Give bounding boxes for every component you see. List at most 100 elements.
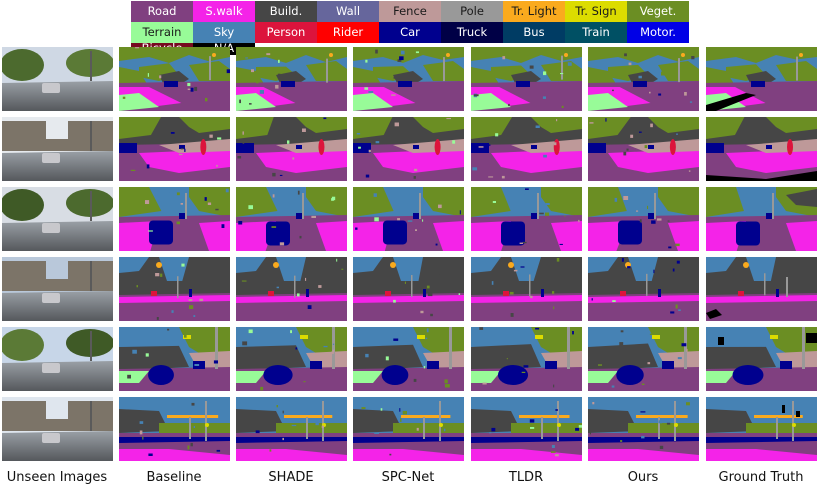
segmentation-mask: [353, 327, 464, 391]
segmentation-mask: [353, 257, 464, 321]
street-photo: [2, 327, 113, 391]
unseen-image: [2, 187, 113, 251]
segmentation-mask: [471, 187, 582, 251]
segmentation-mask: [236, 117, 347, 181]
segmentation-map: [706, 257, 817, 321]
segmentation-mask: [471, 257, 582, 321]
legend-chip-tr-light: Tr. Light: [503, 1, 565, 22]
unseen-image: [2, 47, 113, 111]
legend-chip-bus: Bus: [503, 22, 565, 43]
segmentation-mask: [471, 397, 582, 461]
segmentation-map: [119, 117, 230, 181]
segmentation-map: [706, 47, 817, 111]
comparison-row: [0, 397, 822, 461]
unseen-image: [2, 117, 113, 181]
segmentation-map: [119, 47, 230, 111]
segmentation-map: [588, 117, 699, 181]
segmentation-map: [236, 257, 347, 321]
column-label: Unseen Images: [6, 470, 108, 485]
segmentation-mask: [588, 47, 699, 111]
segmentation-map: [471, 397, 582, 461]
segmentation-map: [706, 117, 817, 181]
legend-chip-tr-sign: Tr. Sign: [565, 1, 627, 22]
street-photo: [2, 397, 113, 461]
comparison-row: [0, 257, 822, 321]
legend-chip-road: Road: [131, 1, 193, 22]
column-label: TLDR: [508, 470, 544, 485]
segmentation-map: [236, 397, 347, 461]
segmentation-mask: [353, 187, 464, 251]
segmentation-map: [588, 327, 699, 391]
segmentation-mask: [706, 117, 817, 181]
street-photo: [2, 257, 113, 321]
column-label: Ours: [627, 470, 659, 485]
unseen-image: [2, 257, 113, 321]
segmentation-map: [471, 47, 582, 111]
segmentation-map: [471, 257, 582, 321]
street-photo: [2, 187, 113, 251]
legend-chip-person: Person: [255, 22, 317, 43]
comparison-row: [0, 187, 822, 251]
segmentation-mask: [236, 327, 347, 391]
segmentation-map: [471, 187, 582, 251]
unseen-image: [2, 327, 113, 391]
segmentation-mask: [706, 47, 817, 111]
segmentation-map: [236, 187, 347, 251]
segmentation-mask: [471, 47, 582, 111]
legend-chip-rider: Rider: [317, 22, 379, 43]
legend-chip-s-walk: S.walk: [193, 1, 255, 22]
segmentation-mask: [588, 117, 699, 181]
segmentation-map: [236, 117, 347, 181]
column-label: SHADE: [268, 470, 314, 485]
segmentation-mask: [119, 117, 230, 181]
legend-chip-pole: Pole: [441, 1, 503, 22]
segmentation-map: [236, 47, 347, 111]
street-photo: [2, 47, 113, 111]
segmentation-mask: [236, 257, 347, 321]
legend-chip-truck: Truck: [441, 22, 503, 43]
segmentation-map: [119, 397, 230, 461]
legend-chip-motor: Motor.: [627, 22, 689, 43]
segmentation-map: [119, 257, 230, 321]
segmentation-map: [119, 187, 230, 251]
segmentation-map: [471, 117, 582, 181]
segmentation-mask: [236, 187, 347, 251]
segmentation-mask: [588, 397, 699, 461]
segmentation-mask: [119, 187, 230, 251]
segmentation-map: [119, 327, 230, 391]
segmentation-mask: [119, 257, 230, 321]
segmentation-mask: [471, 117, 582, 181]
segmentation-mask: [588, 187, 699, 251]
segmentation-mask: [353, 117, 464, 181]
segmentation-map: [588, 47, 699, 111]
segmentation-mask: [588, 257, 699, 321]
segmentation-map: [353, 117, 464, 181]
legend-chip-train: Train: [565, 22, 627, 43]
column-label: Ground Truth: [718, 470, 804, 485]
segmentation-mask: [119, 327, 230, 391]
column-label: SPC-Net: [381, 470, 435, 485]
legend-chip-sky: Sky: [193, 22, 255, 43]
comparison-row: [0, 327, 822, 391]
segmentation-map: [353, 257, 464, 321]
segmentation-map: [353, 47, 464, 111]
segmentation-mask: [706, 327, 817, 391]
segmentation-mask: [706, 397, 817, 461]
segmentation-mask: [471, 327, 582, 391]
segmentation-map: [706, 397, 817, 461]
segmentation-map: [588, 397, 699, 461]
column-labels: Unseen Images Baseline SHADE SPC-Net TLDR Our…: [0, 470, 822, 490]
segmentation-map: [353, 397, 464, 461]
segmentation-map: [236, 327, 347, 391]
column-label: Baseline: [146, 470, 202, 485]
class-color-legend: Road S.walk Build. Wall Fence Pole Tr. Light Tr…: [131, 1, 689, 55]
segmentation-map: [353, 187, 464, 251]
segmentation-map: [706, 187, 817, 251]
segmentation-mask: [706, 187, 817, 251]
segmentation-map: [471, 327, 582, 391]
segmentation-map: [353, 327, 464, 391]
comparison-row: [0, 47, 822, 111]
segmentation-mask: [236, 397, 347, 461]
legend-chip-veget: Veget.: [627, 1, 689, 22]
legend-chip-wall: Wall: [317, 1, 379, 22]
